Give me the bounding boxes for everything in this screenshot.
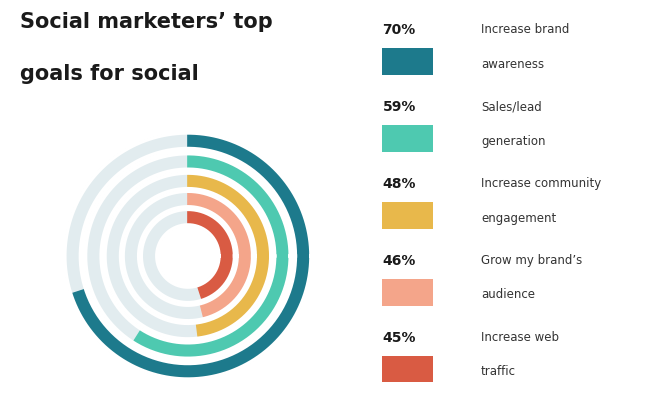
Polygon shape <box>188 173 271 338</box>
Circle shape <box>158 226 218 286</box>
Text: 70%: 70% <box>382 23 416 37</box>
Text: Grow my brand’s: Grow my brand’s <box>481 254 582 267</box>
Text: 46%: 46% <box>382 254 416 268</box>
FancyBboxPatch shape <box>382 356 433 382</box>
FancyBboxPatch shape <box>382 48 433 75</box>
FancyBboxPatch shape <box>382 279 433 306</box>
Polygon shape <box>71 133 311 379</box>
Polygon shape <box>105 173 271 339</box>
Text: Social marketers’ top: Social marketers’ top <box>20 12 273 32</box>
Text: goals for social: goals for social <box>20 64 199 84</box>
Text: Increase community: Increase community <box>481 177 601 190</box>
Polygon shape <box>65 133 311 379</box>
Polygon shape <box>142 209 234 303</box>
Text: generation: generation <box>481 135 546 148</box>
Text: audience: audience <box>481 288 535 301</box>
Polygon shape <box>133 154 290 358</box>
Text: awareness: awareness <box>481 58 544 71</box>
Polygon shape <box>123 191 253 321</box>
Text: Increase brand: Increase brand <box>481 23 570 36</box>
FancyBboxPatch shape <box>382 125 433 152</box>
FancyBboxPatch shape <box>382 202 433 229</box>
Polygon shape <box>188 209 234 300</box>
Text: engagement: engagement <box>481 212 556 224</box>
Text: traffic: traffic <box>481 365 516 378</box>
Text: 59%: 59% <box>382 100 416 114</box>
Text: 48%: 48% <box>382 177 416 191</box>
Text: Sales/lead: Sales/lead <box>481 100 542 113</box>
Polygon shape <box>188 191 253 319</box>
Polygon shape <box>86 154 290 358</box>
Text: 45%: 45% <box>382 330 416 344</box>
Text: Increase web: Increase web <box>481 330 559 344</box>
